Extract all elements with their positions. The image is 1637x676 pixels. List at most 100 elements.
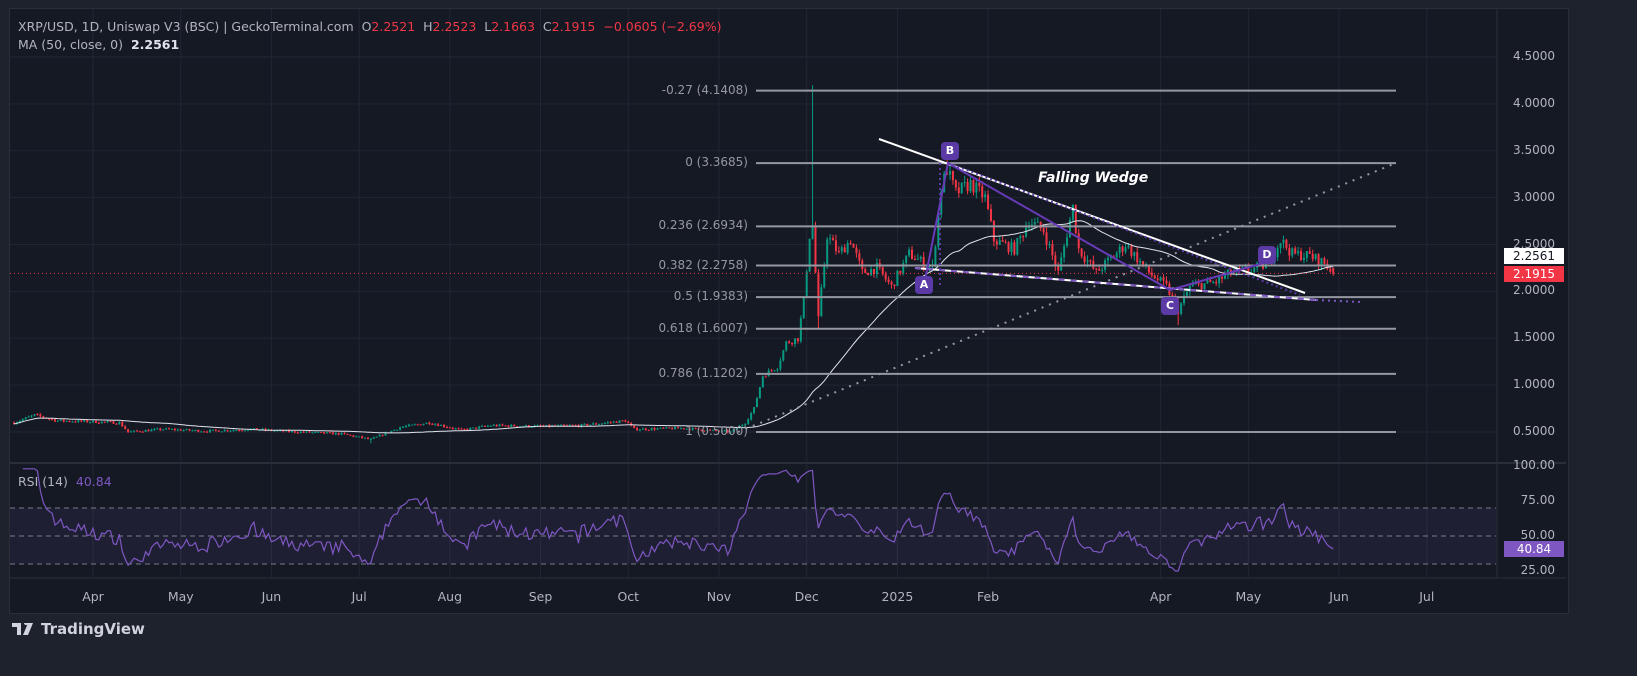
candle-up [118, 421, 121, 424]
candle-down [858, 253, 861, 261]
time-axis-label: Nov [706, 589, 732, 604]
open-value: 2.2521 [371, 19, 416, 34]
candle-up [211, 429, 214, 431]
fib-level-label[interactable]: 0.5 (1.9383) [673, 289, 748, 304]
candle-down [867, 272, 870, 276]
candle-down [726, 430, 729, 433]
candle-up [71, 421, 74, 423]
candle-up [1185, 291, 1188, 296]
fib-level-label[interactable]: -0.27 (4.1408) [661, 82, 748, 97]
pattern-point-a[interactable]: A [915, 276, 933, 294]
candle-down [890, 282, 893, 285]
candle-up [934, 246, 937, 265]
pattern-extension-dotted [1315, 299, 1363, 303]
candle-up [758, 387, 761, 399]
candle-down [147, 430, 150, 432]
candle-up [165, 428, 168, 430]
fib-level-label[interactable]: 0 (3.3685) [685, 155, 748, 170]
brand-name: TradingView [41, 620, 145, 638]
candle-down [957, 187, 960, 194]
candle-up [1109, 256, 1112, 259]
candle-down [899, 270, 902, 274]
close-label: C [542, 19, 552, 34]
candle-up [156, 428, 159, 430]
fib-level-label[interactable]: 1 (0.5000) [685, 424, 748, 438]
candle-up [659, 427, 662, 429]
candle-up [1063, 245, 1066, 258]
chart-pane[interactable] [9, 8, 1569, 614]
candle-up [723, 430, 726, 432]
candle-down [1098, 268, 1101, 271]
pattern-point-b[interactable]: B [941, 142, 959, 160]
candle-up [404, 426, 407, 428]
candle-down [887, 279, 890, 283]
candle-down [864, 269, 867, 273]
rsi-legend[interactable]: RSI (14) 40.84 [18, 474, 112, 489]
candle-up [1016, 238, 1019, 255]
candle-down [852, 243, 855, 248]
candle-up [290, 431, 293, 433]
candle-down [1004, 241, 1007, 243]
candle-down [837, 250, 840, 252]
ma-legend[interactable]: MA (50, close, 0) 2.2561 [18, 37, 179, 52]
high-label: H [423, 19, 433, 34]
candle-up [928, 266, 931, 268]
candle-down [112, 421, 115, 424]
pattern-point-d[interactable]: D [1258, 246, 1276, 264]
candle-up [606, 422, 609, 424]
candle-up [896, 270, 899, 287]
candle-down [188, 429, 191, 431]
pattern-point-c[interactable]: C [1161, 297, 1179, 315]
fib-level-label[interactable]: 0.382 (2.2758) [658, 257, 748, 272]
fib-level-label[interactable]: 0.236 (2.6934) [658, 218, 748, 233]
candle-up [744, 423, 747, 426]
candle-up [940, 192, 943, 215]
rsi-axis-label: 50.00 [1520, 528, 1555, 542]
candle-up [641, 428, 644, 430]
candle-up [674, 427, 677, 430]
fib-level-label[interactable]: 0.786 (1.1202) [658, 365, 748, 380]
candle-down [697, 428, 700, 430]
fib-level-label[interactable]: 0.618 (1.6007) [658, 320, 748, 335]
candle-down [80, 420, 83, 422]
candle-up [685, 428, 688, 430]
candle-down [1080, 248, 1083, 257]
rsi-line [22, 468, 1334, 572]
candle-up [1028, 226, 1030, 228]
candle-down [1329, 268, 1332, 272]
candle-up [949, 171, 952, 175]
candle-down [1001, 240, 1004, 242]
candle-down [226, 430, 229, 432]
candle-down [214, 429, 217, 431]
candle-up [1033, 222, 1036, 225]
candle-up [314, 432, 317, 434]
candle-down [203, 431, 206, 433]
candle-up [776, 368, 779, 371]
candle-up [902, 262, 905, 274]
tradingview-logo[interactable]: TradingView [12, 620, 145, 638]
candle-up [1212, 281, 1215, 283]
candle-down [1294, 248, 1297, 254]
falling-wedge-label[interactable]: Falling Wedge [1038, 170, 1149, 186]
candle-down [653, 428, 656, 430]
candle-down [978, 182, 981, 187]
candle-down [1130, 245, 1133, 256]
candle-up [252, 428, 255, 430]
candle-up [425, 422, 428, 424]
candle-down [103, 421, 106, 423]
candle-down [814, 225, 817, 273]
candle-down [127, 429, 130, 433]
candle-up [130, 431, 133, 433]
candle-down [264, 428, 267, 431]
candle-down [703, 430, 706, 432]
candle-down [946, 173, 949, 175]
candle-down [419, 424, 422, 426]
candle-down [717, 430, 720, 432]
open-label: O [361, 19, 372, 34]
candle-up [998, 240, 1001, 245]
candle-up [492, 424, 495, 426]
candle-up [390, 430, 393, 433]
candle-down [437, 424, 440, 426]
candle-down [562, 424, 565, 426]
